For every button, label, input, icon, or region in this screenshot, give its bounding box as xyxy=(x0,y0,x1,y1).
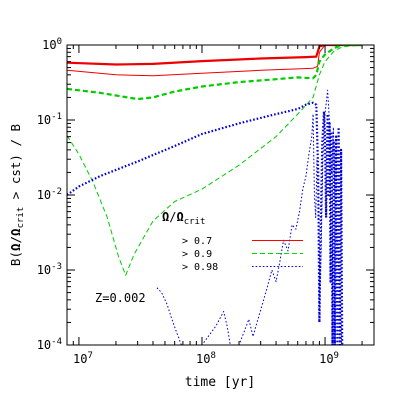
y-label-sep: / xyxy=(8,236,23,244)
series-line-6 xyxy=(156,89,342,345)
x-tick-label: 108 xyxy=(196,351,216,366)
legend: Ω/Ωcrit > 0.7 > 0.9 > 0.98 xyxy=(162,210,303,273)
legend-label-2: > 0.9 xyxy=(182,249,212,260)
legend-title-sep: / xyxy=(169,210,176,224)
y-label-pre: B( xyxy=(8,251,23,266)
legend-title-sub: crit xyxy=(184,217,206,227)
annotation-metallicity: Z=0.002 xyxy=(95,291,146,305)
legend-title-omega2: Ω xyxy=(176,210,183,224)
y-tick-label: 10-2 xyxy=(37,187,62,202)
tick-layer: 107 108 109 100 10-1 10-2 10-3 10-4 xyxy=(37,37,374,366)
x-tick-label: 107 xyxy=(73,351,93,366)
y-tick-label: 100 xyxy=(42,37,62,52)
legend-rows: > 0.7 > 0.9 > 0.98 xyxy=(182,236,303,273)
legend-title-omega: Ω xyxy=(162,210,169,224)
y-tick-label: 10-4 xyxy=(37,337,62,352)
legend-label-1: > 0.7 xyxy=(182,236,212,247)
y-label-omega: Ω xyxy=(8,243,23,251)
y-label-omega-crit: Ω xyxy=(8,228,23,236)
series-line-5 xyxy=(67,101,344,345)
series-line-3 xyxy=(67,45,363,101)
series-layer xyxy=(67,45,363,345)
legend-title: Ω/Ωcrit xyxy=(162,210,205,227)
y-label-crit-sub: crit xyxy=(16,207,26,229)
y-axis-label: B(Ω/Ωcrit > cst) / B xyxy=(8,124,26,266)
y-tick-label: 10-1 xyxy=(37,112,62,127)
series-line-1 xyxy=(67,45,363,66)
legend-label-3: > 0.98 xyxy=(182,262,218,273)
series-line-2 xyxy=(67,45,363,77)
series-line-4 xyxy=(67,45,363,276)
x-tick-label: 109 xyxy=(319,351,339,366)
x-axis-label: time [yr] xyxy=(185,375,255,390)
y-label-post: > cst) / B xyxy=(8,124,23,207)
y-tick-label: 10-3 xyxy=(37,262,62,277)
